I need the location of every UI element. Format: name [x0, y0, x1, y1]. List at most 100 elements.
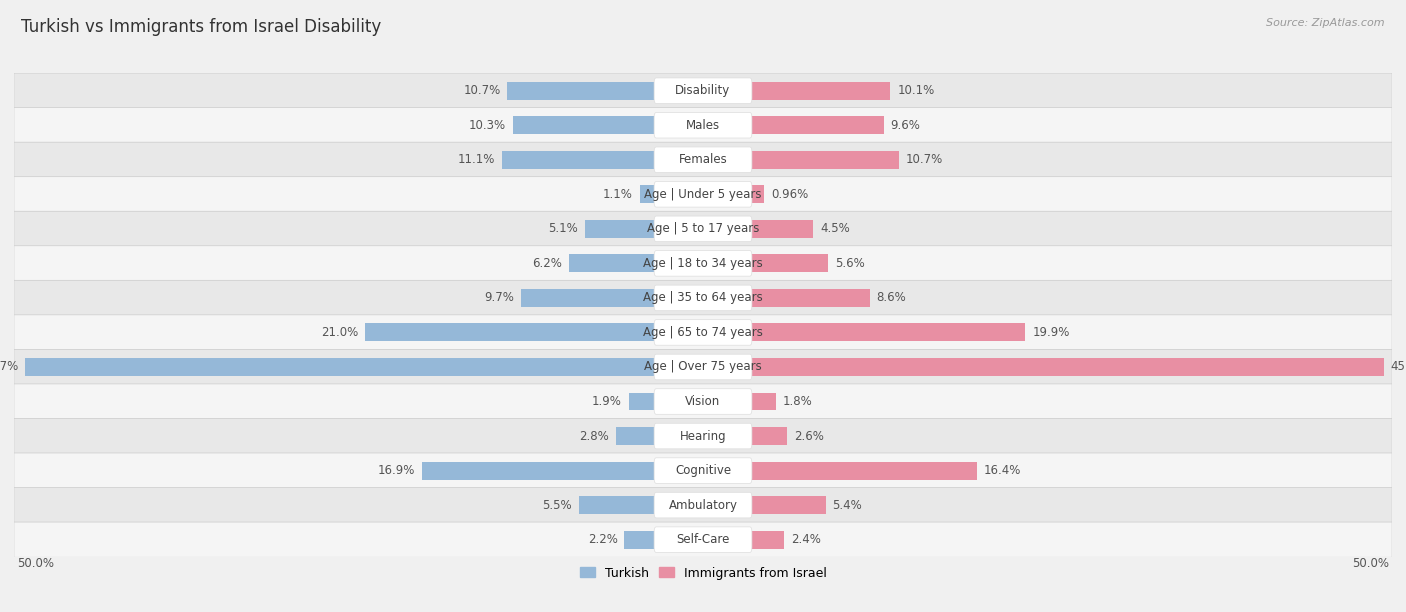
Bar [640, 185, 655, 203]
Text: 50.0%: 50.0% [1353, 557, 1389, 570]
Text: 5.6%: 5.6% [835, 257, 865, 270]
FancyBboxPatch shape [654, 527, 752, 553]
Text: 5.5%: 5.5% [543, 499, 572, 512]
FancyBboxPatch shape [14, 177, 1392, 212]
Bar [585, 220, 655, 238]
FancyBboxPatch shape [14, 419, 1392, 453]
Legend: Turkish, Immigrants from Israel: Turkish, Immigrants from Israel [575, 562, 831, 584]
FancyBboxPatch shape [654, 113, 752, 138]
FancyBboxPatch shape [14, 211, 1392, 247]
Text: 10.7%: 10.7% [463, 84, 501, 97]
Bar [751, 531, 785, 548]
FancyBboxPatch shape [654, 424, 752, 449]
Text: Turkish vs Immigrants from Israel Disability: Turkish vs Immigrants from Israel Disabi… [21, 18, 381, 36]
FancyBboxPatch shape [654, 250, 752, 276]
Text: 19.9%: 19.9% [1032, 326, 1070, 339]
Text: 8.6%: 8.6% [876, 291, 907, 304]
FancyBboxPatch shape [654, 354, 752, 380]
Bar [751, 289, 870, 307]
Bar [569, 255, 655, 272]
FancyBboxPatch shape [14, 488, 1392, 523]
FancyBboxPatch shape [654, 147, 752, 173]
Text: Females: Females [679, 153, 727, 166]
Text: 5.4%: 5.4% [832, 499, 862, 512]
Bar [366, 324, 655, 341]
Text: 6.2%: 6.2% [533, 257, 562, 270]
Text: Ambulatory: Ambulatory [668, 499, 738, 512]
Bar [616, 427, 655, 445]
Bar [25, 358, 655, 376]
Text: 2.6%: 2.6% [794, 430, 824, 442]
Text: 2.8%: 2.8% [579, 430, 609, 442]
Bar [422, 461, 655, 480]
Text: 50.0%: 50.0% [17, 557, 53, 570]
FancyBboxPatch shape [654, 492, 752, 518]
Bar [751, 255, 828, 272]
Bar [522, 289, 655, 307]
Text: Age | Over 75 years: Age | Over 75 years [644, 360, 762, 373]
Text: 1.8%: 1.8% [783, 395, 813, 408]
FancyBboxPatch shape [654, 182, 752, 207]
Bar [751, 392, 776, 411]
Text: Hearing: Hearing [679, 430, 727, 442]
FancyBboxPatch shape [654, 389, 752, 414]
Text: 2.2%: 2.2% [588, 533, 617, 546]
Text: Age | 65 to 74 years: Age | 65 to 74 years [643, 326, 763, 339]
Bar [751, 324, 1025, 341]
FancyBboxPatch shape [14, 246, 1392, 281]
Bar [751, 220, 813, 238]
Text: 16.9%: 16.9% [378, 464, 415, 477]
FancyBboxPatch shape [14, 349, 1392, 384]
Bar [751, 116, 883, 134]
Text: 11.1%: 11.1% [457, 153, 495, 166]
Bar [751, 427, 787, 445]
Text: 21.0%: 21.0% [322, 326, 359, 339]
FancyBboxPatch shape [654, 216, 752, 242]
FancyBboxPatch shape [14, 142, 1392, 177]
Text: Vision: Vision [685, 395, 721, 408]
Bar [751, 496, 825, 514]
Text: 45.7%: 45.7% [0, 360, 18, 373]
FancyBboxPatch shape [14, 384, 1392, 419]
Bar [751, 82, 890, 100]
Text: Age | 5 to 17 years: Age | 5 to 17 years [647, 222, 759, 236]
Bar [579, 496, 655, 514]
Text: Age | 18 to 34 years: Age | 18 to 34 years [643, 257, 763, 270]
Text: 10.1%: 10.1% [897, 84, 935, 97]
Text: 5.1%: 5.1% [548, 222, 578, 236]
FancyBboxPatch shape [14, 315, 1392, 350]
Bar [624, 531, 655, 548]
Bar [751, 151, 898, 169]
Bar [513, 116, 655, 134]
Bar [751, 461, 977, 480]
Text: 10.7%: 10.7% [905, 153, 943, 166]
Text: 1.1%: 1.1% [603, 188, 633, 201]
Text: Cognitive: Cognitive [675, 464, 731, 477]
FancyBboxPatch shape [14, 522, 1392, 558]
FancyBboxPatch shape [14, 73, 1392, 108]
FancyBboxPatch shape [654, 78, 752, 103]
Text: Age | 35 to 64 years: Age | 35 to 64 years [643, 291, 763, 304]
Text: Source: ZipAtlas.com: Source: ZipAtlas.com [1267, 18, 1385, 28]
Text: 2.4%: 2.4% [792, 533, 821, 546]
Text: 16.4%: 16.4% [984, 464, 1022, 477]
FancyBboxPatch shape [14, 453, 1392, 488]
Text: 1.9%: 1.9% [592, 395, 621, 408]
Bar [628, 392, 655, 411]
Text: Age | Under 5 years: Age | Under 5 years [644, 188, 762, 201]
Text: Self-Care: Self-Care [676, 533, 730, 546]
Bar [751, 185, 765, 203]
Bar [502, 151, 655, 169]
FancyBboxPatch shape [654, 285, 752, 311]
Text: 0.96%: 0.96% [772, 188, 808, 201]
Text: 9.6%: 9.6% [890, 119, 921, 132]
Text: 45.9%: 45.9% [1391, 360, 1406, 373]
Text: 9.7%: 9.7% [484, 291, 515, 304]
Text: Disability: Disability [675, 84, 731, 97]
Text: 10.3%: 10.3% [468, 119, 506, 132]
Bar [751, 358, 1384, 376]
Text: 4.5%: 4.5% [820, 222, 849, 236]
FancyBboxPatch shape [14, 108, 1392, 143]
FancyBboxPatch shape [654, 319, 752, 345]
Text: Males: Males [686, 119, 720, 132]
